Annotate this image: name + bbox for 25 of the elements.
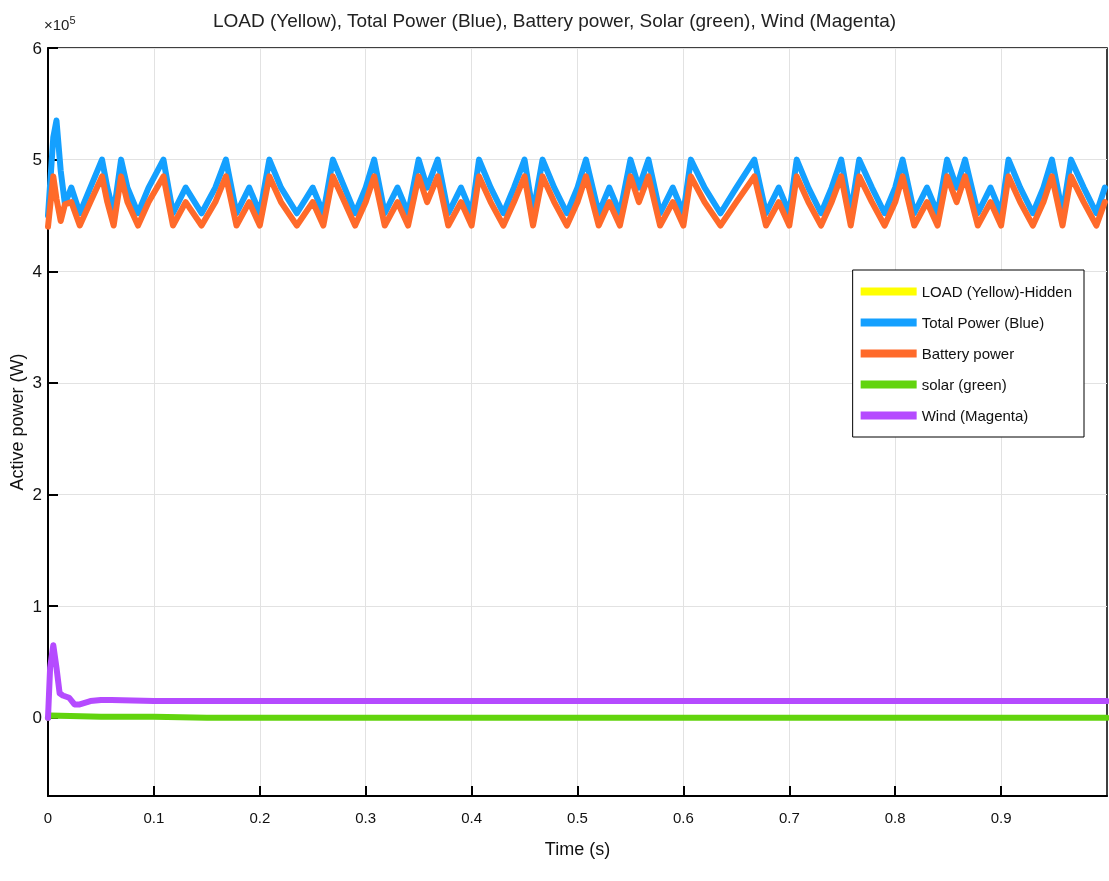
x-tick-label: 0.4 bbox=[461, 809, 483, 826]
chart-title: LOAD (Yellow), Total Power (Blue), Battery power, Solar (green), Wind (Magenta) bbox=[212, 10, 897, 31]
y-axis-title: Active power (W) bbox=[7, 353, 27, 491]
x-tick-label: 0 bbox=[43, 809, 53, 826]
x-axis-title: Time (s) bbox=[544, 839, 611, 859]
y-tick-label: 3 bbox=[32, 373, 42, 393]
legend-label: Total Power (Blue) bbox=[921, 314, 1045, 331]
y-tick-label: 0 bbox=[32, 708, 42, 728]
x-tick-label: 0.7 bbox=[778, 809, 800, 826]
x-tick-label: 0.5 bbox=[567, 809, 588, 826]
y-tick-label: 2 bbox=[32, 485, 42, 505]
legend-label: Battery power bbox=[921, 345, 1015, 362]
x-tick-label: 0.1 bbox=[143, 809, 165, 826]
y-tick-label: 5 bbox=[32, 150, 42, 170]
x-tick-label: 0.2 bbox=[249, 809, 271, 826]
x-tick-label: 0.8 bbox=[884, 809, 906, 826]
legend-label: solar (green) bbox=[921, 376, 1007, 393]
y-tick-label: 6 bbox=[32, 38, 42, 58]
x-tick-label: 0.9 bbox=[990, 809, 1012, 826]
y-tick-label: 1 bbox=[32, 596, 42, 616]
x-tick-label: 0.3 bbox=[355, 809, 377, 826]
legend-label: LOAD (Yellow)-Hidden bbox=[921, 283, 1073, 300]
y-tick-label: 4 bbox=[32, 261, 42, 281]
x-tick-label: 0.6 bbox=[672, 809, 694, 826]
legend-label: Wind (Magenta) bbox=[921, 407, 1029, 424]
